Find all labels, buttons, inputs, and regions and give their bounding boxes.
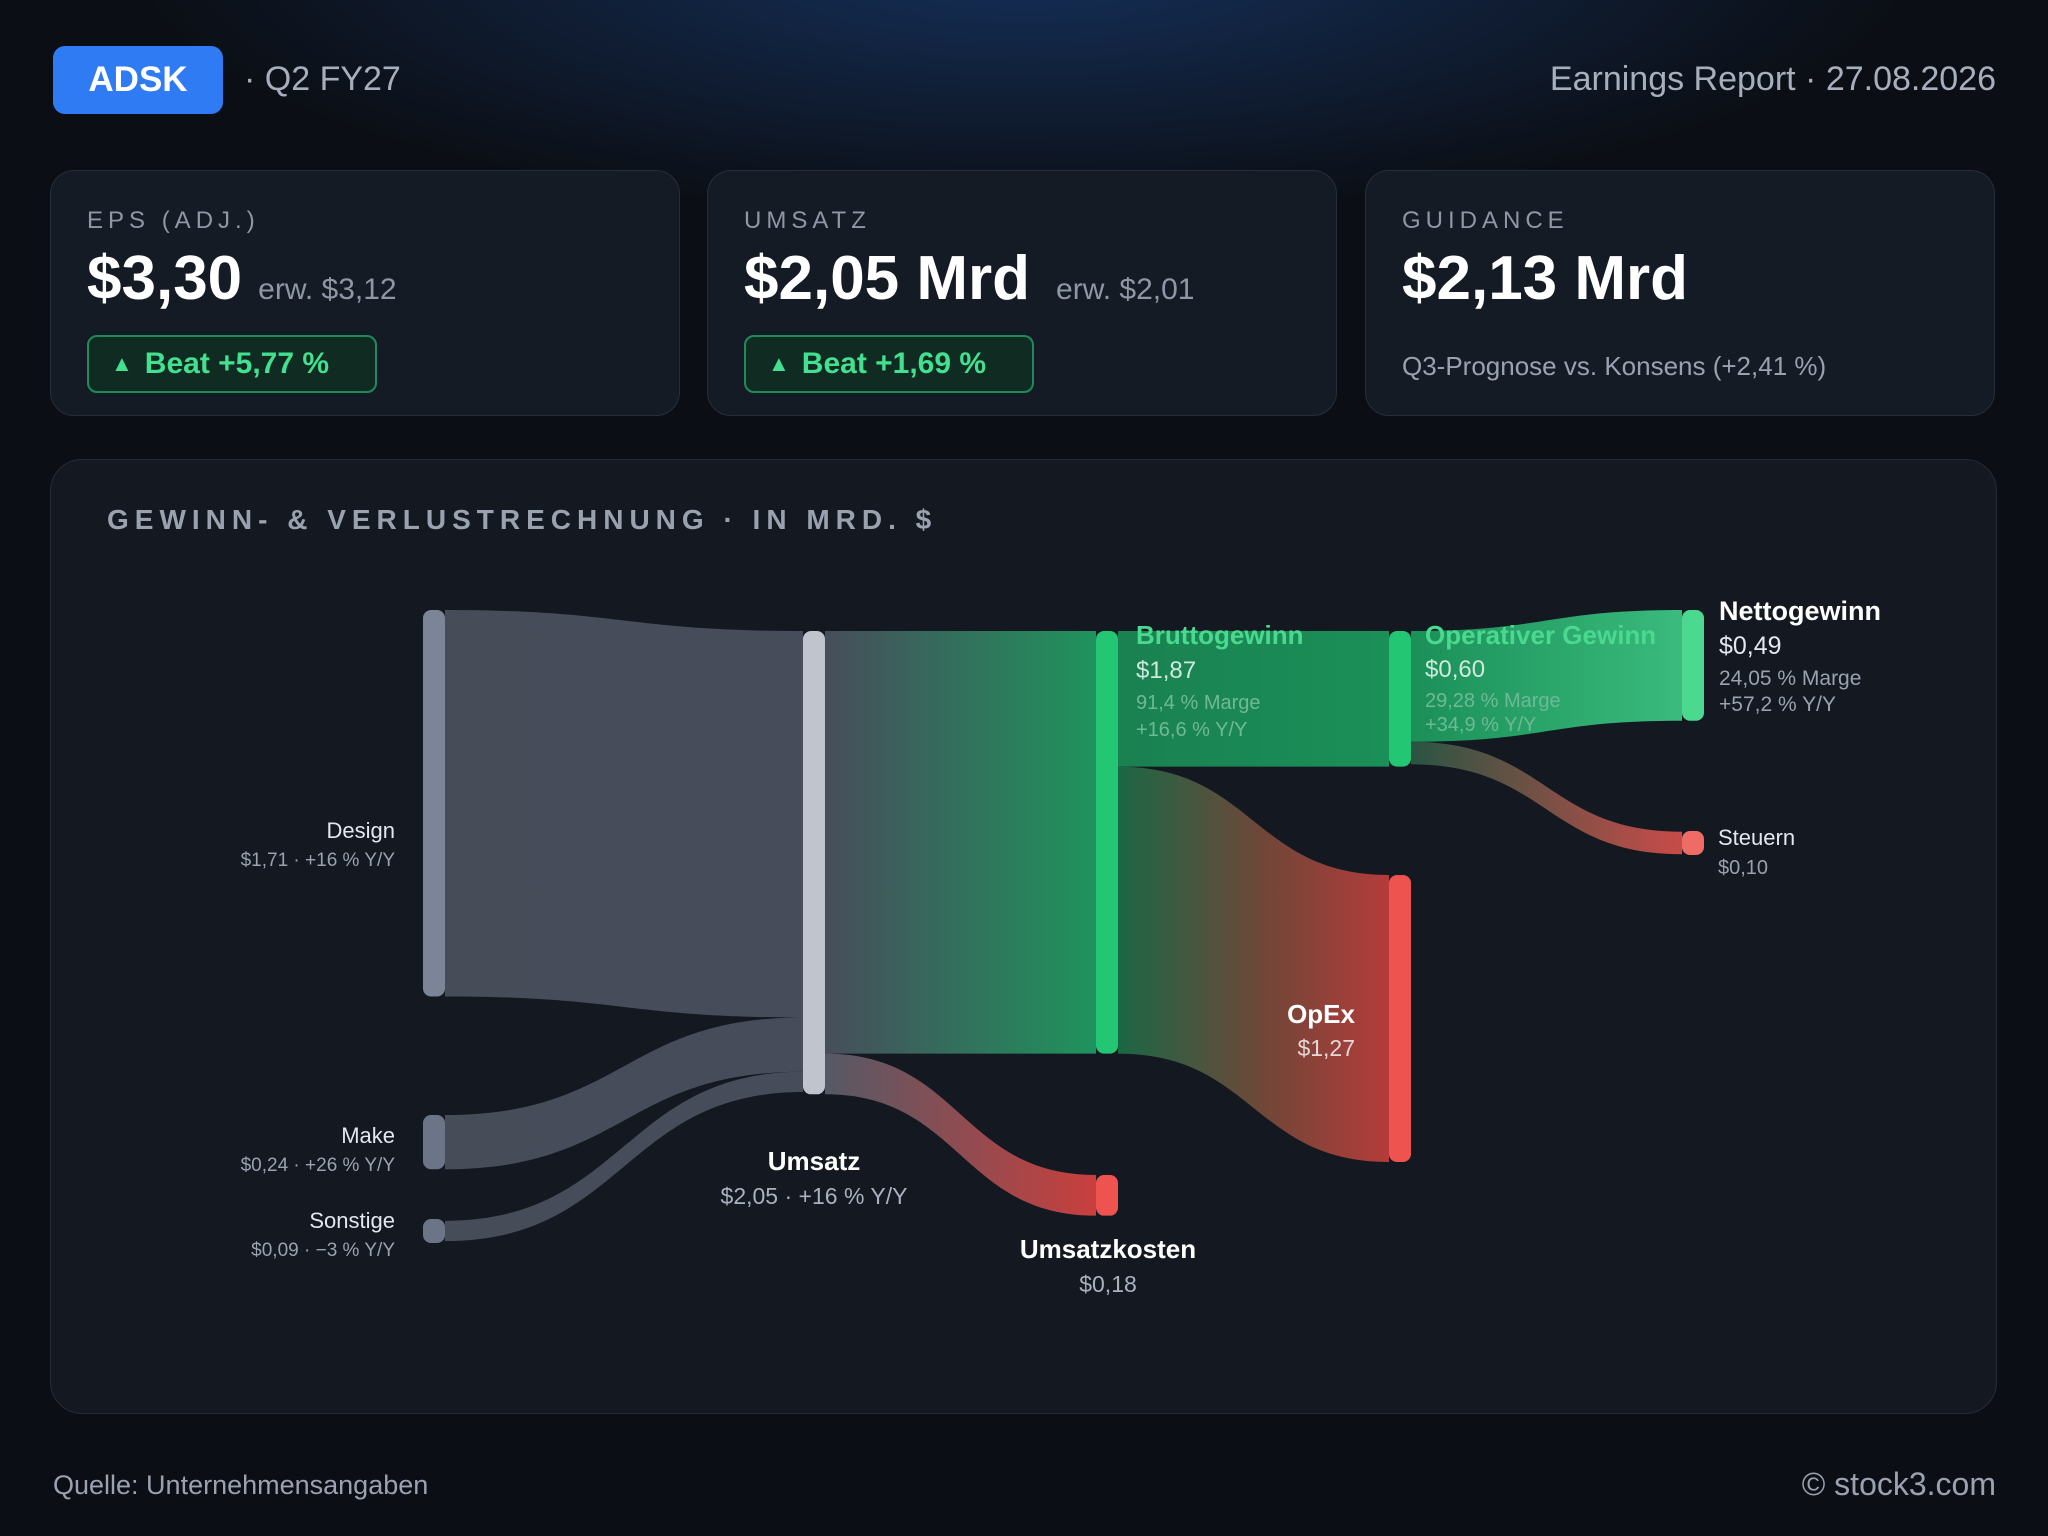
eps-label: EPS (ADJ.) [87, 207, 260, 234]
eps-card: EPS (ADJ.) $3,30 erw. $3,12 ▲ Beat +5,77 % [50, 170, 680, 416]
triangle-up-icon: ▲ [768, 351, 790, 376]
label-revenue: Umsatz [768, 1146, 860, 1176]
revenue-value: $2,05 Mrd [744, 244, 1031, 313]
revenue-estimate: erw. $2,01 [1056, 273, 1195, 306]
period-label: · Q2 FY27 [244, 60, 401, 98]
node-other [423, 1219, 445, 1243]
label-gross: Bruttogewinn [1136, 620, 1304, 650]
node-tax [1682, 831, 1704, 855]
sankey-chart: Design $1,71 · +16 % Y/Y Make $0,24 · +26 %… [241, 596, 1881, 1297]
link-revenue-to-cogs [825, 1053, 1096, 1216]
source-note: Quelle: Unternehmensangaben [53, 1470, 429, 1500]
income-statement-panel: GEWINN- & VERLUSTRECHNUNG · IN MRD. $ [50, 459, 1997, 1414]
node-net [1682, 610, 1704, 721]
link-gross-to-opex [1118, 766, 1389, 1163]
guidance-value: $2,13 Mrd [1402, 244, 1689, 313]
eps-value: $3,30 [87, 244, 243, 313]
header: ADSK · Q2 FY27 Earnings Report · 27.08.2… [53, 46, 1996, 114]
label-opinc-yoy: +34,9 % Y/Y [1425, 714, 1536, 736]
triangle-up-icon: ▲ [111, 351, 133, 376]
label-net-sub: $0,49 [1719, 632, 1782, 660]
label-design-sub: $1,71 · +16 % Y/Y [241, 850, 396, 871]
label-other: Sonstige [309, 1208, 395, 1233]
label-opex: OpEx [1287, 999, 1355, 1029]
guidance-note: Q3-Prognose vs. Konsens (+2,41 %) [1402, 351, 1827, 381]
link-make-to-revenue [445, 1017, 803, 1170]
revenue-label: UMSATZ [744, 207, 871, 234]
report-title: Earnings Report · 27.08.2026 [1549, 60, 1996, 98]
link-opinc-to-tax [1411, 741, 1682, 855]
node-revenue [803, 631, 825, 1095]
node-gross [1096, 631, 1118, 1054]
label-cogs-sub: $0,18 [1079, 1271, 1137, 1297]
label-opinc: Operativer Gewinn [1425, 620, 1656, 650]
eps-beat-badge: ▲ Beat +5,77 % [87, 335, 377, 393]
guidance-card: GUIDANCE $2,13 Mrd Q3-Prognose vs. Konse… [1365, 170, 1995, 416]
copyright: © stock3.com [1801, 1466, 1996, 1502]
label-make-sub: $0,24 · +26 % Y/Y [241, 1155, 396, 1176]
eps-estimate: erw. $3,12 [258, 273, 397, 306]
label-revenue-sub: $2,05 · +16 % Y/Y [721, 1183, 908, 1209]
link-opinc-to-net [1411, 610, 1682, 742]
label-gross-margin: 91,4 % Marge [1136, 692, 1261, 714]
node-opinc [1389, 631, 1411, 767]
label-net-margin: 24,05 % Marge [1719, 667, 1861, 690]
label-opinc-margin: 29,28 % Marge [1425, 690, 1561, 712]
ticker-badge[interactable]: ADSK [53, 46, 223, 114]
label-make: Make [341, 1123, 395, 1148]
label-opinc-sub: $0,60 [1425, 656, 1485, 683]
label-tax-sub: $0,10 [1718, 857, 1768, 879]
link-gross-to-opinc [1118, 631, 1389, 767]
label-opex-sub: $1,27 [1297, 1035, 1355, 1061]
panel-title: GEWINN- & VERLUSTRECHNUNG · IN MRD. $ [107, 504, 938, 535]
label-gross-sub: $1,87 [1136, 657, 1196, 684]
eps-beat-text: Beat +5,77 % [144, 347, 330, 380]
node-opex [1389, 875, 1411, 1163]
link-other-to-revenue [445, 1071, 803, 1242]
revenue-beat-text: Beat +1,69 % [801, 347, 987, 380]
revenue-card: UMSATZ $2,05 Mrd erw. $2,01 ▲ Beat +1,69 % [707, 170, 1337, 416]
label-other-sub: $0,09 · −3 % Y/Y [251, 1240, 395, 1261]
label-net-yoy: +57,2 % Y/Y [1719, 693, 1836, 716]
node-design [423, 610, 445, 997]
link-revenue-to-gross [825, 631, 1096, 1054]
revenue-value-row: $2,05 Mrd erw. $2,01 [744, 243, 1194, 314]
label-cogs: Umsatzkosten [1020, 1234, 1196, 1264]
link-design-to-revenue [445, 610, 803, 1018]
label-net: Nettogewinn [1719, 596, 1881, 626]
label-design: Design [327, 818, 395, 843]
node-make [423, 1115, 445, 1170]
label-gross-yoy: +16,6 % Y/Y [1136, 719, 1247, 741]
eps-value-row: $3,30 erw. $3,12 [87, 243, 397, 314]
revenue-beat-badge: ▲ Beat +1,69 % [744, 335, 1034, 393]
node-cogs [1096, 1175, 1118, 1216]
label-tax: Steuern [1718, 825, 1795, 850]
guidance-label: GUIDANCE [1402, 207, 1569, 234]
